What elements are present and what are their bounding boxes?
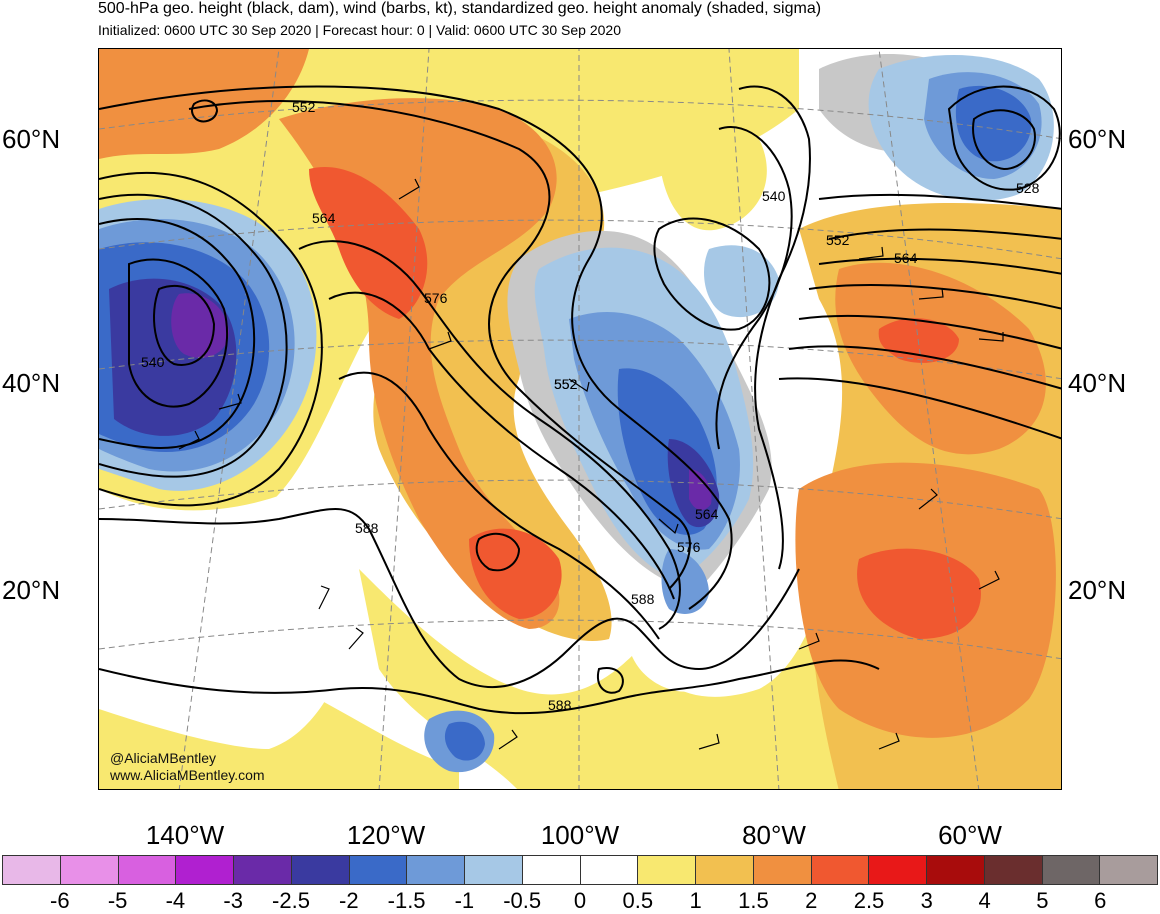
colorbar-label: -4 — [165, 888, 186, 913]
contour-label: 588 — [548, 697, 572, 713]
colorbar-swatch — [118, 856, 177, 884]
anomaly-red-mexico — [469, 528, 562, 619]
colorbar-swatch — [1042, 856, 1101, 884]
anomaly-midblue-tropical — [444, 721, 485, 761]
contour-label: 588 — [631, 591, 655, 607]
map-panel: 552 564 576 540 552 540 528 552 564 588 … — [98, 48, 1062, 790]
anomaly-neutral-gulf — [626, 609, 716, 692]
lon-label-80w: 80°W — [742, 820, 806, 850]
colorbar-swatch — [60, 856, 119, 884]
anomaly-purple-eastus — [689, 469, 712, 511]
anomaly-lightblue-hudson — [704, 245, 779, 318]
contour-label: 588 — [355, 520, 379, 536]
chart-title: 500-hPa geo. height (black, dam), wind (… — [98, 0, 822, 17]
colorbar-swatch — [234, 856, 292, 884]
contour-label: 564 — [312, 210, 336, 226]
colorbar-swatch — [407, 856, 465, 884]
height-contours — [99, 85, 1061, 715]
wind-barbs — [178, 178, 1004, 750]
colorbar-label: 5 — [1036, 888, 1049, 913]
colorbar-label: 4 — [978, 888, 991, 913]
colorbar-label: -6 — [50, 888, 70, 913]
colorbar-label: -1.5 — [387, 888, 426, 913]
colorbar-label: -2 — [339, 888, 359, 913]
credit-handle: @AliciaMBentley — [110, 750, 217, 766]
colorbar-swatch — [522, 856, 581, 884]
lon-label-140w: 140°W — [145, 820, 225, 850]
anomaly-orange-nw — [99, 49, 309, 159]
contour-label: 576 — [677, 539, 701, 555]
colorbar-label: -2.5 — [272, 888, 310, 913]
colorbar-swatch — [811, 856, 870, 884]
contour-label: 540 — [141, 354, 165, 370]
colorbar-label: -1 — [454, 888, 475, 913]
lat-label-60n-left: 60°N — [2, 124, 61, 154]
contour-label: 552 — [826, 232, 850, 248]
colorbar-swatch — [580, 856, 639, 884]
anomaly-red-atlantic — [857, 548, 981, 639]
colorbar-swatch — [696, 856, 754, 884]
lat-label-40n-right: 40°N — [1068, 368, 1127, 398]
anomaly-red-rockies — [309, 167, 428, 319]
contour-label: 564 — [695, 506, 719, 522]
colorbar-swatch — [3, 856, 61, 884]
colorbar-label: 0.5 — [622, 888, 654, 913]
colorbar-label: 2.5 — [853, 888, 885, 913]
colorbar-swatch — [927, 856, 985, 884]
colorbar-swatch — [465, 856, 523, 884]
colorbar-swatch — [984, 856, 1043, 884]
lon-label-120w: 120°W — [346, 820, 426, 850]
contour-label: 564 — [894, 250, 918, 266]
anomaly-yellow-northeast — [659, 76, 767, 231]
colorbar-label: 1 — [689, 888, 702, 913]
colorbar-swatch — [176, 856, 234, 884]
contour-label: 552 — [554, 376, 578, 392]
graticule — [99, 49, 1061, 789]
lon-label-100w: 100°W — [540, 820, 620, 850]
colorbar-label: -0.5 — [503, 888, 542, 913]
colorbar-swatch — [753, 856, 812, 884]
contour-label: 576 — [424, 290, 448, 306]
lat-label-60n-right: 60°N — [1068, 124, 1127, 154]
chart-subtitle: Initialized: 0600 UTC 30 Sep 2020 | Fore… — [98, 22, 621, 38]
lat-label-20n-right: 20°N — [1068, 575, 1127, 605]
colorbar-label: -3 — [223, 888, 243, 913]
contour-label-group: 552 564 576 540 552 540 528 552 564 588 … — [141, 99, 1040, 713]
colorbar-label: -5 — [107, 888, 128, 913]
colorbar-label: 2 — [805, 888, 818, 913]
colorbar-label: 3 — [920, 888, 933, 913]
colorbar-swatch — [291, 856, 350, 884]
colorbar-swatch — [349, 856, 408, 884]
colorbar-swatch — [638, 856, 696, 884]
contour-label: 528 — [1016, 180, 1040, 196]
colorbar-swatch — [1100, 856, 1157, 884]
colorbar-label: 1.5 — [738, 888, 769, 913]
colorbar-label: 6 — [1094, 888, 1107, 913]
contour-label: 552 — [292, 99, 316, 115]
contour-label: 540 — [762, 188, 786, 204]
colorbar-label: 0 — [573, 888, 587, 913]
colorbar — [2, 855, 1158, 885]
anomaly-purple-pacific — [171, 293, 229, 358]
map-svg: 552 564 576 540 552 540 528 552 564 588 … — [99, 49, 1061, 789]
lat-label-40n-left: 40°N — [2, 368, 61, 398]
colorbar-swatch — [869, 856, 927, 884]
credit-website: www.AliciaMBentley.com — [110, 767, 265, 783]
contour-label: 552 — [554, 376, 578, 392]
lon-label-60w: 60°W — [938, 820, 1002, 850]
lat-label-20n-left: 20°N — [2, 575, 61, 605]
